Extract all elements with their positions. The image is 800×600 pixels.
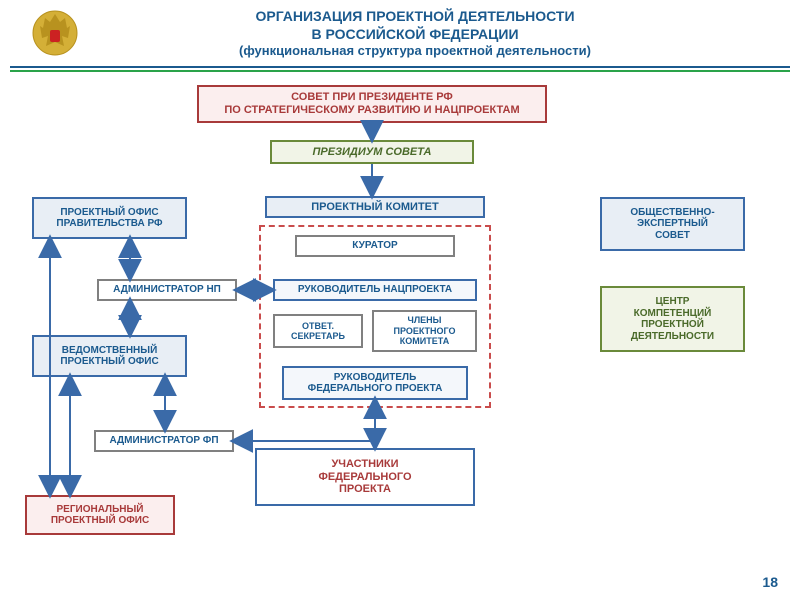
title-line-2: В РОССИЙСКОЙ ФЕДЕРАЦИИ [80,26,750,44]
box-dept_office: ВЕДОМСТВЕННЫЙПРОЕКТНЫЙ ОФИС [32,335,187,377]
box-council: СОВЕТ ПРИ ПРЕЗИДЕНТЕ РФПО СТРАТЕГИЧЕСКОМ… [197,85,547,123]
page-number: 18 [762,574,778,590]
rule-green [10,70,790,72]
title-line-1: ОРГАНИЗАЦИЯ ПРОЕКТНОЙ ДЕЯТЕЛЬНОСТИ [80,8,750,26]
emblem-icon [30,8,80,58]
box-presidium: ПРЕЗИДИУМ СОВЕТА [270,140,474,164]
title-line-3: (функциональная структура проектной деят… [80,43,750,58]
header: ОРГАНИЗАЦИЯ ПРОЕКТНОЙ ДЕЯТЕЛЬНОСТИ В РОС… [0,8,800,58]
title-block: ОРГАНИЗАЦИЯ ПРОЕКТНОЙ ДЕЯТЕЛЬНОСТИ В РОС… [80,8,750,58]
box-competence: ЦЕНТРКОМПЕТЕНЦИЙПРОЕКТНОЙДЕЯТЕЛЬНОСТИ [600,286,745,352]
box-admin_np: АДМИНИСТРАТОР НП [97,279,237,301]
rule-blue [10,66,790,68]
box-project_office: ПРОЕКТНЫЙ ОФИСПРАВИТЕЛЬСТВА РФ [32,197,187,239]
dashed-committee-frame [259,225,491,408]
box-committee: ПРОЕКТНЫЙ КОМИТЕТ [265,196,485,218]
box-participants: УЧАСТНИКИФЕДЕРАЛЬНОГОПРОЕКТА [255,448,475,506]
box-regional: РЕГИОНАЛЬНЫЙПРОЕКТНЫЙ ОФИС [25,495,175,535]
box-expert: ОБЩЕСТВЕННО-ЭКСПЕРТНЫЙСОВЕТ [600,197,745,251]
box-admin_fp: АДМИНИСТРАТОР ФП [94,430,234,452]
